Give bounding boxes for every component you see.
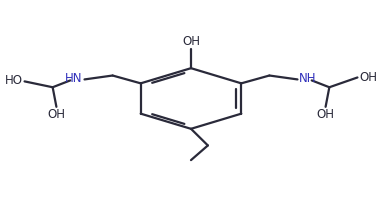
Text: OH: OH [182, 35, 200, 48]
Text: OH: OH [359, 71, 377, 84]
Text: OH: OH [317, 108, 335, 121]
Text: HO: HO [5, 74, 23, 87]
Text: OH: OH [47, 108, 65, 121]
Text: HN: HN [65, 72, 83, 85]
Text: NH: NH [299, 72, 317, 85]
